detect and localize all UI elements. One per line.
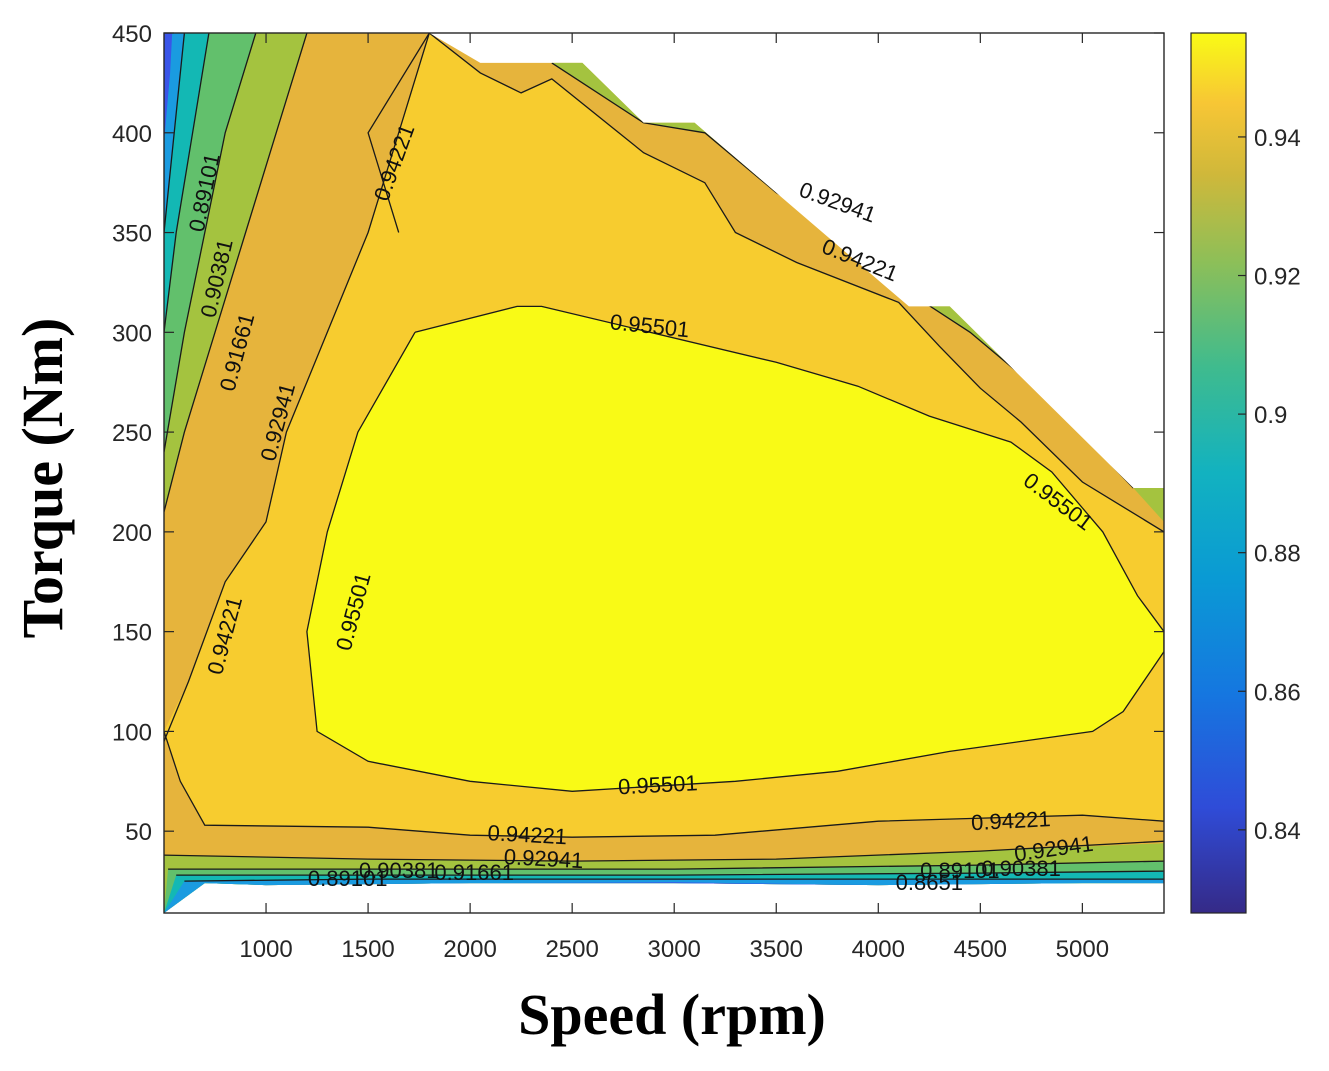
contour-line-8-level-0_91661	[168, 860, 1164, 870]
x-tick-label-5000: 5000	[1056, 936, 1109, 963]
contour-line-9-level-0_90381	[164, 33, 210, 333]
x-tick-label-2500: 2500	[545, 936, 598, 963]
contour-line-2-level-0_94221	[164, 33, 430, 742]
y-tick-label-200: 200	[112, 520, 152, 547]
plot-frame	[163, 32, 1165, 914]
y-tick-label-300: 300	[112, 320, 152, 347]
x-tick-label-3500: 3500	[750, 936, 803, 963]
x-axis: 1000 1500 2000 2500 3000 3500 4000 4500 5000	[239, 33, 1109, 963]
colorbar-tick-label-0.88: 0.88	[1254, 541, 1301, 568]
fill-region-left-band-5	[164, 33, 173, 143]
colorbar-tick-label-0.9: 0.9	[1254, 402, 1287, 429]
contour-line-12-level-0_89101	[184, 878, 1164, 882]
y-tick-label-150: 150	[112, 620, 152, 647]
y-tick-label-450: 450	[112, 21, 152, 48]
colorbar-tick-label-0.86: 0.86	[1254, 679, 1301, 706]
contour-label-8: 0.94221	[971, 806, 1052, 835]
x-tick-label-4000: 4000	[852, 936, 905, 963]
contour-label-20: 0.90381	[981, 856, 1061, 881]
y-tick-label-400: 400	[112, 121, 152, 148]
contour-label-16: 0.90381	[359, 858, 439, 883]
contour-line-10-level-0_90381	[176, 870, 1164, 876]
x-tick-label-4500: 4500	[954, 936, 1007, 963]
y-tick-label-100: 100	[112, 719, 152, 746]
colorbar-tick-label-0.94: 0.94	[1254, 125, 1301, 152]
colorbar-tick-label-0.92: 0.92	[1254, 264, 1301, 291]
fill-region-peak	[306, 306, 1164, 792]
contour-line-4-level-0_92941	[164, 33, 308, 513]
contour-line-7-level-0_91661	[164, 33, 257, 453]
contour-label-14: 0.91661	[434, 860, 514, 885]
colorbar: 0.84 0.86 0.88 0.9 0.92 0.94	[1190, 32, 1301, 914]
contour-label-2: 0.95501	[618, 770, 699, 799]
contour-line-1-level-0_94221	[367, 33, 1164, 533]
contour-label-7: 0.94221	[487, 820, 568, 849]
contour-line-0-level-0_95501	[306, 305, 1164, 792]
y-tick-label-50: 50	[125, 819, 152, 846]
colorbar-ticks: 0.84 0.86 0.88 0.9 0.92 0.94	[1238, 125, 1301, 845]
x-axis-title: Speed (rpm)	[518, 982, 826, 1047]
x-tick-label-1000: 1000	[239, 936, 292, 963]
contour-line-3-level-0_94221	[164, 731, 1164, 838]
x-tick-label-3000: 3000	[648, 936, 701, 963]
y-tick-label-350: 350	[112, 221, 152, 248]
y-axis: 50 100 150 200 250 300 350 400 450	[112, 21, 1164, 846]
contour-label-21: 0.8651	[896, 870, 963, 895]
x-tick-label-2000: 2000	[443, 936, 496, 963]
contour-line-6-level-0_92941	[164, 840, 1164, 862]
colorbar-tick-label-0.84: 0.84	[1254, 818, 1301, 845]
contour-line-11-level-0_89101	[164, 33, 186, 233]
contour-label-9: 0.92941	[796, 177, 879, 228]
x-tick-label-1500: 1500	[341, 936, 394, 963]
y-tick-label-250: 250	[112, 420, 152, 447]
contour-label-19: 0.89101	[920, 858, 1000, 883]
colorbar-gradient	[1190, 32, 1247, 914]
y-axis-title: Torque (Nm)	[10, 318, 75, 639]
contour-label-12: 0.92941	[503, 844, 584, 873]
contour-label-18: 0.89101	[308, 866, 388, 891]
